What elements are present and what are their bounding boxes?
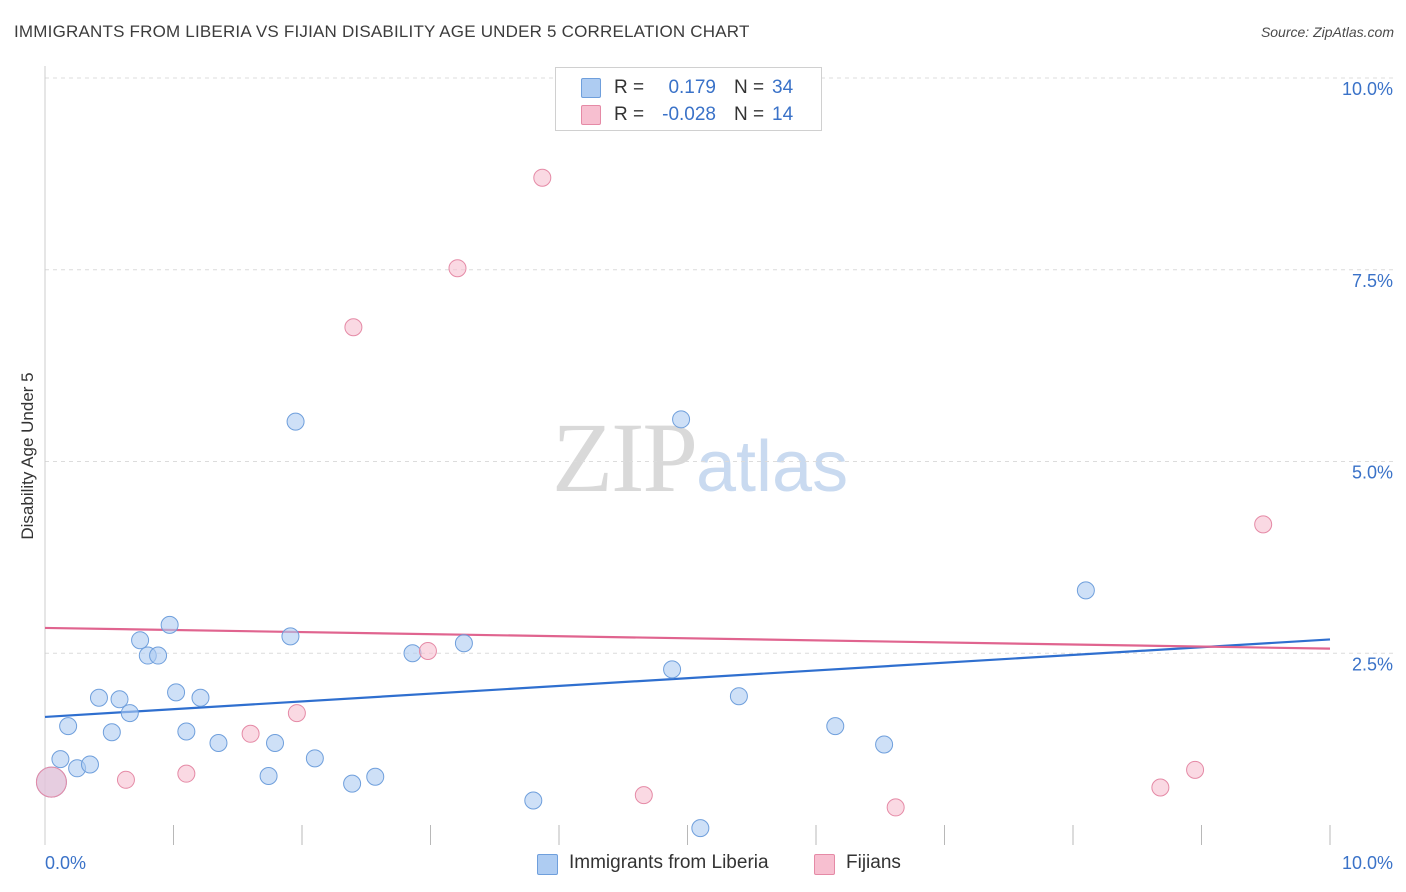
data-point-liberia [343,774,362,793]
data-point-fijians [886,798,905,817]
legend-label-liberia: Immigrants from Liberia [569,852,769,873]
data-point-fijians [1151,778,1170,797]
data-point-liberia [80,755,99,774]
data-point-liberia [259,766,278,785]
legend-swatch-liberia [581,78,601,98]
legend-n-label: N = [734,77,765,98]
data-point-liberia [167,683,186,702]
data-point-liberia [691,819,710,838]
data-points [35,168,1273,838]
data-point-liberia [209,733,228,752]
data-point-fijians [634,786,653,805]
data-point-liberia [366,767,385,786]
legend-swatch-fijians [581,105,601,125]
data-point-fijians [1254,515,1273,534]
source-label: Source: ZipAtlas.com [1260,24,1394,40]
data-point-liberia [149,646,168,665]
data-point-liberia [875,735,894,754]
data-point-fijians [241,724,260,743]
data-point-fijians [177,764,196,783]
data-point-liberia [131,631,150,650]
data-point-liberia [403,644,422,663]
data-point-liberia [1076,581,1095,600]
data-point-liberia [266,733,285,752]
y-tick-label: 10.0% [1342,79,1393,99]
data-point-liberia [305,749,324,768]
y-axis-label: Disability Age Under 5 [18,372,37,540]
trend-line [44,626,1331,650]
data-point-liberia [51,750,70,769]
data-point-fijians [344,318,363,337]
data-point-liberia [663,660,682,679]
legend-n-label: N = [734,104,765,125]
legend-label-fijians: Fijians [846,852,901,873]
watermark-atlas: atlas [696,427,849,507]
legend-r-value: -0.028 [662,104,716,125]
data-point-liberia [59,717,78,736]
grid [45,77,1395,654]
data-point-liberia [826,717,845,736]
data-point-liberia [120,704,139,723]
data-point-liberia [89,688,108,707]
data-point-liberia [454,634,473,653]
data-point-liberia [729,687,748,706]
data-point-liberia [286,412,305,431]
axes [44,66,1331,845]
chart-title: IMMIGRANTS FROM LIBERIA VS FIJIAN DISABI… [14,22,750,41]
y-tick-label: 7.5% [1352,271,1393,291]
data-point-fijians [533,168,552,187]
data-point-liberia [110,690,129,709]
data-point-liberia [672,410,691,429]
legend-swatch-liberia [537,854,558,875]
stats-legend: R = 0.179 N = 34 R = -0.028 N = 14 [555,67,822,131]
data-point-fijians [287,704,306,723]
data-point-fijians [418,641,437,660]
series-legend: Immigrants from Liberia Fijians [0,852,1406,878]
data-point-liberia [102,723,121,742]
data-point-liberia [177,722,196,741]
trend-lines [44,626,1331,719]
x-tick-label: 0.0% [45,853,86,873]
y-tick-label: 5.0% [1352,463,1393,483]
data-point-fijians [1186,760,1205,779]
legend-r-label: R = [614,104,645,125]
data-point-liberia [160,615,179,634]
trend-line [44,638,1331,719]
legend-n-value: 34 [772,77,794,98]
legend-n-value: 14 [772,104,794,125]
x-tick-label: 10.0% [1342,853,1393,873]
tick-labels: 2.5% 5.0% 7.5% 10.0% 0.0% 10.0% [45,79,1393,873]
data-point-fijians [448,259,467,278]
data-point-fijians [35,766,67,798]
data-point-liberia [524,791,543,810]
legend-r-value: 0.179 [668,77,716,98]
legend-r-label: R = [614,77,645,98]
data-point-liberia [191,688,210,707]
data-point-fijians [116,770,135,789]
data-point-liberia [281,627,300,646]
legend-swatch-fijians [814,854,835,875]
y-tick-label: 2.5% [1352,654,1393,674]
